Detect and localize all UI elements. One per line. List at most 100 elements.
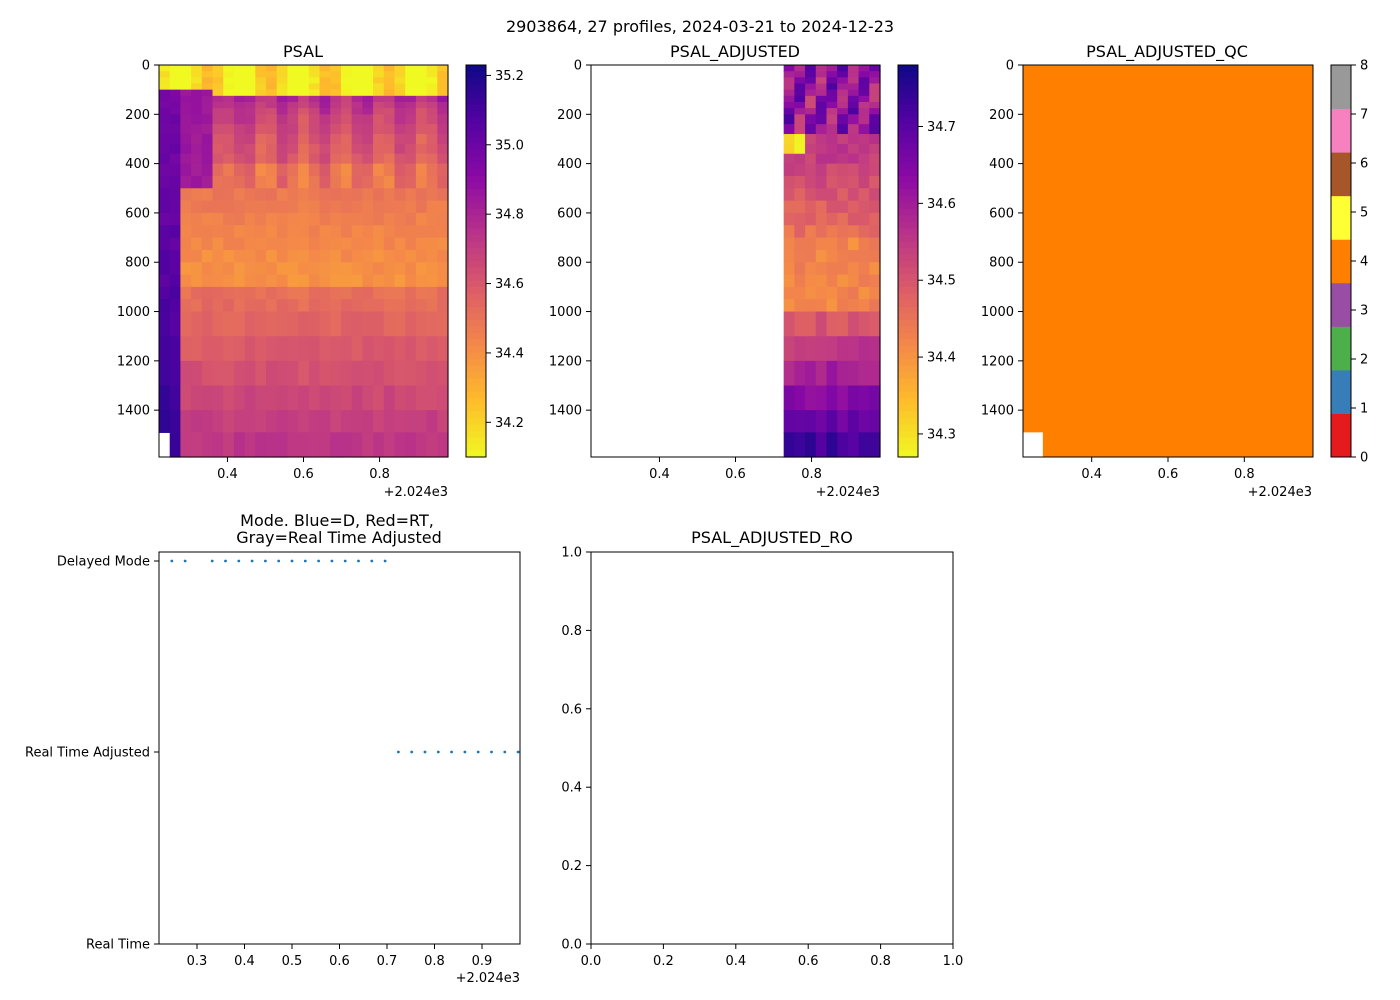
qc-colorbar-segment bbox=[1331, 369, 1351, 414]
heatmap-cell bbox=[426, 311, 438, 337]
qc-colorbar-segment bbox=[1331, 108, 1351, 153]
heatmap-cell bbox=[794, 237, 806, 251]
heatmap-cell bbox=[847, 134, 860, 145]
heatmap-cell bbox=[869, 249, 881, 263]
heatmap-cell bbox=[826, 83, 838, 91]
heatmap-cell bbox=[826, 163, 838, 177]
psal-adjusted-y-tick-label: 1400 bbox=[549, 404, 582, 419]
psal-adjusted-colorbar-segment bbox=[898, 189, 918, 197]
heatmap-cell bbox=[783, 95, 795, 103]
mode-point bbox=[210, 559, 214, 563]
heatmap-cell bbox=[351, 77, 363, 85]
heatmap-cell bbox=[794, 432, 806, 458]
heatmap-cell bbox=[826, 95, 838, 103]
heatmap-cell bbox=[847, 385, 860, 411]
heatmap-cell bbox=[287, 262, 299, 276]
heatmap-cell bbox=[255, 65, 267, 72]
heatmap-cell bbox=[340, 175, 353, 189]
heatmap-cell bbox=[794, 262, 806, 276]
heatmap-cell bbox=[837, 336, 849, 362]
heatmap-cell bbox=[169, 124, 181, 135]
heatmap-cell bbox=[794, 143, 806, 155]
heatmap-cell bbox=[815, 385, 828, 411]
heatmap-cell bbox=[255, 200, 267, 214]
heatmap-cell bbox=[362, 163, 374, 177]
psal-qc-y-tick-label: 600 bbox=[989, 206, 1014, 221]
heatmap-cell bbox=[847, 410, 860, 433]
heatmap-cell bbox=[330, 65, 342, 72]
heatmap-cell bbox=[255, 163, 267, 177]
heatmap-cell bbox=[276, 95, 289, 103]
heatmap-cell bbox=[276, 336, 289, 362]
heatmap-cell bbox=[858, 114, 870, 125]
heatmap-cell bbox=[340, 311, 353, 337]
heatmap-cell bbox=[415, 124, 428, 135]
heatmap-cell bbox=[319, 432, 331, 458]
psal-colorbar-segment bbox=[466, 202, 486, 210]
heatmap-cell bbox=[212, 410, 224, 433]
heatmap-cell bbox=[383, 77, 396, 85]
heatmap-cell bbox=[394, 175, 406, 189]
heatmap-cell bbox=[201, 336, 214, 362]
psal-adjusted-colorbar-segment bbox=[898, 385, 918, 393]
heatmap-cell bbox=[837, 143, 849, 155]
heatmap-cell bbox=[815, 212, 828, 226]
heatmap-cell bbox=[394, 225, 406, 239]
heatmap-cell bbox=[869, 299, 881, 313]
psal-adjusted-colorbar-segment bbox=[898, 404, 918, 412]
heatmap-cell bbox=[426, 262, 438, 276]
heatmap-cell bbox=[191, 262, 203, 276]
heatmap-cell bbox=[319, 311, 331, 337]
heatmap-cell bbox=[805, 286, 817, 300]
heatmap-cell bbox=[298, 237, 310, 251]
mode-point bbox=[250, 559, 254, 563]
heatmap-cell bbox=[815, 134, 828, 145]
heatmap-cell bbox=[783, 200, 795, 214]
heatmap-cell bbox=[266, 410, 278, 433]
heatmap-cell bbox=[415, 212, 428, 226]
heatmap-cell bbox=[287, 385, 299, 411]
heatmap-cell bbox=[794, 175, 806, 189]
psal-y-tick-label: 1000 bbox=[117, 305, 150, 320]
heatmap-cell bbox=[826, 410, 838, 433]
psal-adjusted-colorbar: 34.3 34.4 34.5 34.6 34.7 bbox=[897, 64, 956, 458]
psal-colorbar-segment bbox=[466, 136, 486, 144]
psal-adjusted-colorbar-segment bbox=[898, 411, 918, 419]
heatmap-cell bbox=[180, 143, 192, 155]
heatmap-cell bbox=[298, 134, 310, 145]
heatmap-cell bbox=[837, 274, 849, 288]
ro-title: PSAL_ADJUSTED_RO bbox=[691, 528, 853, 548]
heatmap-cell bbox=[276, 175, 289, 189]
heatmap-cell bbox=[847, 108, 860, 115]
heatmap-cell bbox=[276, 143, 289, 155]
heatmap-cell bbox=[308, 143, 321, 155]
heatmap-cell bbox=[191, 83, 203, 91]
heatmap-cell bbox=[826, 311, 838, 337]
heatmap-cell bbox=[308, 71, 321, 78]
heatmap-cell bbox=[233, 274, 246, 288]
heatmap-cell bbox=[405, 311, 417, 337]
heatmap-cell bbox=[351, 163, 363, 177]
heatmap-cell bbox=[255, 108, 267, 115]
heatmap-cell bbox=[212, 65, 224, 72]
heatmap-cell bbox=[169, 410, 181, 433]
heatmap-cell bbox=[373, 114, 385, 125]
heatmap-cell bbox=[201, 77, 214, 85]
heatmap-cell bbox=[783, 65, 795, 72]
heatmap-cell bbox=[191, 286, 203, 300]
heatmap-cell bbox=[415, 385, 428, 411]
heatmap-cell bbox=[191, 385, 203, 411]
psal-colorbar-segment bbox=[466, 78, 486, 86]
heatmap-cell bbox=[287, 134, 299, 145]
heatmap-cell bbox=[394, 360, 406, 387]
heatmap-cell bbox=[340, 286, 353, 300]
heatmap-cell bbox=[201, 188, 214, 202]
heatmap-cell bbox=[847, 188, 860, 202]
heatmap-cell bbox=[159, 65, 171, 72]
heatmap-cell bbox=[437, 262, 449, 276]
heatmap-cell bbox=[276, 410, 289, 433]
heatmap-cell bbox=[383, 262, 396, 276]
heatmap-cell bbox=[308, 274, 321, 288]
heatmap-cell bbox=[415, 143, 428, 155]
heatmap-cell bbox=[415, 175, 428, 189]
